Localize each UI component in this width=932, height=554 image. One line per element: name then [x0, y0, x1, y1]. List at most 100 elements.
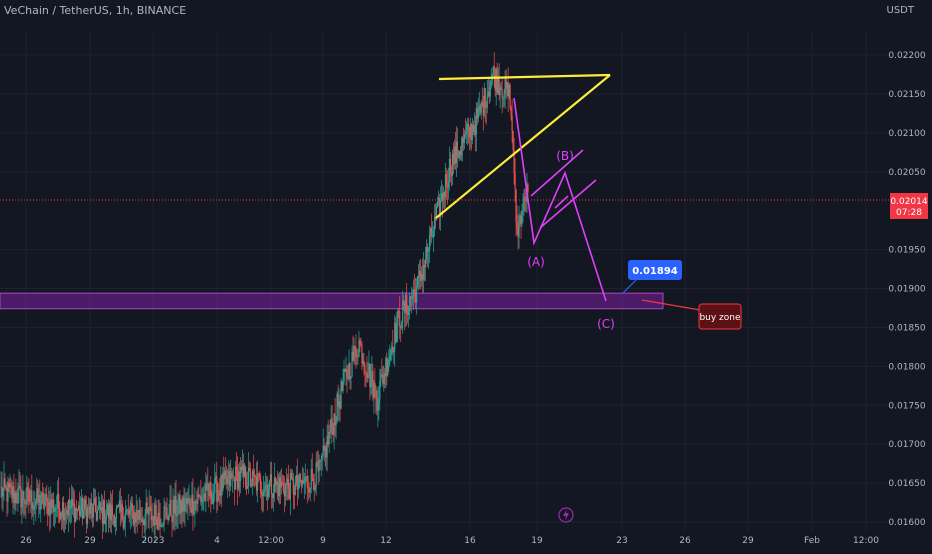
- candle-body: [504, 77, 506, 94]
- candle-body: [343, 368, 345, 383]
- candle-body: [393, 349, 395, 353]
- candle-body: [236, 466, 238, 471]
- candle-body: [425, 246, 428, 260]
- candle-body: [81, 498, 84, 519]
- candle-body: [478, 105, 480, 110]
- candle-body: [320, 459, 322, 462]
- candle-body: [419, 270, 421, 278]
- triangle-bottom-line[interactable]: [435, 74, 611, 219]
- candle-body: [239, 471, 241, 482]
- candle-body: [405, 294, 407, 314]
- time-tick-label: Feb: [804, 536, 820, 546]
- candle-body: [404, 303, 406, 314]
- candle-body: [470, 124, 472, 140]
- candle-body: [163, 506, 165, 525]
- candle-body: [92, 503, 95, 518]
- candle-body: [456, 141, 459, 156]
- candle-body: [169, 499, 171, 513]
- candle-body: [285, 483, 287, 485]
- candle-body: [345, 369, 347, 372]
- candle-body: [307, 487, 309, 488]
- candle-body: [174, 496, 176, 514]
- candle-body: [280, 482, 283, 488]
- wave-c-label: (C): [597, 317, 615, 331]
- lightning-icon[interactable]: [558, 507, 574, 523]
- candle-body: [56, 507, 58, 509]
- candle-body: [324, 446, 326, 451]
- candle-body: [326, 435, 328, 458]
- candle-body: [224, 470, 226, 479]
- buy-zone-callout[interactable]: [698, 303, 742, 330]
- candle-body: [358, 340, 360, 357]
- candle-body: [389, 354, 391, 361]
- candle-body: [332, 426, 334, 435]
- candle-body: [216, 476, 218, 502]
- candle-body: [495, 69, 497, 91]
- candle-body: [215, 476, 217, 478]
- candle-body: [474, 125, 476, 136]
- candle-body: [518, 222, 520, 238]
- buy-zone-rect[interactable]: [0, 292, 664, 310]
- candle-body: [52, 499, 54, 508]
- candle-body: [38, 495, 40, 503]
- channel-inner-line[interactable]: [554, 195, 569, 209]
- candle-body: [275, 481, 278, 486]
- candle-body: [29, 501, 31, 503]
- candle-body: [160, 525, 162, 527]
- candle-body: [47, 498, 49, 515]
- triangle-top-line[interactable]: [438, 73, 611, 81]
- candle-body: [95, 511, 98, 521]
- candle-body: [189, 498, 191, 510]
- candle-body: [294, 482, 296, 495]
- candle-body: [506, 82, 508, 90]
- candle-body: [154, 505, 156, 526]
- candle-body: [342, 382, 344, 391]
- candle-body: [454, 146, 457, 164]
- candle-body: [13, 486, 15, 504]
- candle-body: [246, 486, 249, 489]
- target-price-box[interactable]: [628, 260, 682, 280]
- candle-body: [399, 311, 401, 327]
- candle-body: [22, 490, 24, 498]
- candle-body: [382, 375, 384, 384]
- candle-body: [380, 374, 382, 382]
- candle-body: [249, 471, 252, 487]
- candle-body: [60, 513, 62, 520]
- candle-body: [289, 473, 291, 499]
- candle-body: [392, 346, 394, 353]
- candle-body: [479, 105, 481, 113]
- candle-body: [199, 495, 201, 497]
- candle-body: [297, 487, 299, 490]
- candle-body: [481, 102, 483, 104]
- candle-body: [175, 496, 177, 517]
- candle-body: [263, 489, 266, 492]
- candle-body: [261, 494, 264, 497]
- candle-body: [72, 503, 75, 506]
- candle-body: [260, 491, 263, 495]
- candle-body: [395, 322, 397, 342]
- candle-body: [282, 482, 284, 491]
- channel-upper-line[interactable]: [530, 149, 584, 197]
- time-tick-label: 12:00: [853, 536, 879, 546]
- wave-path[interactable]: [513, 97, 607, 302]
- candle-body: [430, 227, 433, 237]
- candle-body: [179, 494, 181, 514]
- candle-body: [203, 493, 205, 499]
- channel-lower-line[interactable]: [539, 179, 597, 229]
- candle-body: [496, 69, 498, 93]
- time-tick-label: 4: [214, 536, 220, 546]
- candle-body: [185, 498, 187, 505]
- candle-body: [436, 201, 439, 207]
- candle-body: [451, 153, 454, 176]
- candle-body: [431, 235, 434, 237]
- candle-body: [30, 490, 32, 502]
- candle-body: [124, 513, 126, 522]
- candle-body: [238, 471, 240, 490]
- candle-body: [31, 490, 33, 509]
- candle-body: [219, 490, 221, 496]
- candle-body: [73, 503, 76, 523]
- candle-body: [301, 479, 303, 487]
- candle-body: [113, 515, 115, 528]
